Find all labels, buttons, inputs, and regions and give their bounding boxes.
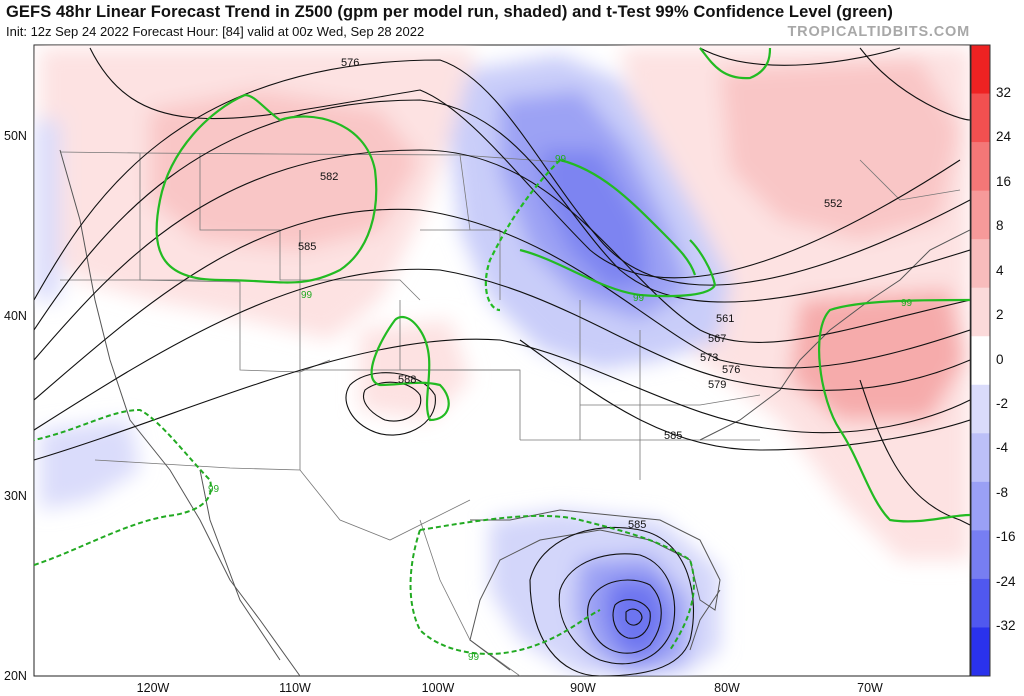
lon-label: 100W [421,681,455,695]
contour-label: 582 [320,171,338,183]
colorbar-segment [971,627,990,677]
colorbar-segment [971,336,990,386]
contour-label: 588 [398,374,416,386]
colorbar-label: -8 [996,484,1009,500]
confidence-label: 99 [633,293,645,304]
coastlines [59,149,970,676]
confidence-label: 99 [208,484,220,495]
chart-title: GEFS 48hr Linear Forecast Trend in Z500 … [6,3,893,21]
lat-label: 50N [4,129,27,143]
colorbar-segment [971,190,990,240]
lat-label: 30N [4,489,27,503]
contour-label: 552 [824,198,842,210]
confidence-labels: 99 99 99 99 99 99 [208,154,913,663]
colorbar-segment [971,530,990,580]
contour-label: 561 [716,313,734,325]
confidence-label: 99 [555,154,567,165]
colorbar-label: 4 [996,262,1004,278]
political-borders [59,151,961,676]
colorbar-label: 24 [996,129,1012,145]
colorbar-segment [971,287,990,337]
colorbar-label: 32 [996,84,1012,100]
colorbar-segment [971,384,990,434]
chart-subtitle: Init: 12z Sep 24 2022 Forecast Hour: [84… [6,24,425,39]
confidence-contours-dashed [34,408,695,655]
confidence-label: 99 [301,290,313,301]
lat-label: 40N [4,309,27,323]
colorbar-label: 16 [996,173,1012,189]
lon-label: 70W [857,681,883,695]
colorbar-label: -16 [996,529,1016,545]
contour-label: 579 [708,379,726,391]
colorbar [970,44,991,677]
colorbar-label: -32 [996,618,1016,634]
contour-label: 573 [700,352,718,364]
colorbar-frame [970,44,991,677]
colorbar-segment [971,481,990,531]
colorbar-label: 8 [996,218,1004,234]
colorbar-segment [971,142,990,192]
contour-label: 576 [341,57,359,69]
confidence-contours [155,47,970,523]
colorbar-segment [971,45,990,95]
lon-label: 90W [570,681,596,695]
colorbar-segment [971,239,990,289]
lon-label: 110W [279,681,311,695]
contour-labels: 576 582 585 588 552 561 567 573 576 579 … [298,57,842,531]
colorbar-segment [971,578,990,628]
brand-watermark: TROPICALTIDBITS.COM [787,24,970,40]
colorbar-segment [971,433,990,483]
contour-label: 576 [722,364,740,376]
confidence-label: 99 [468,652,480,663]
contour-label: 585 [628,519,646,531]
colorbar-label: 0 [996,351,1004,367]
contour-label: 567 [708,333,726,345]
lon-label: 80W [714,681,740,695]
colorbar-label: 2 [996,307,1004,322]
height-contours [34,47,970,676]
colorbar-label: -2 [996,395,1009,411]
lon-label: 120W [136,681,170,695]
lat-label: 20N [4,669,27,683]
confidence-label: 99 [901,298,913,309]
colorbar-segment [971,93,990,143]
contour-label: 585 [298,241,316,253]
contour-label: 585 [664,430,682,442]
colorbar-label: -4 [996,440,1009,456]
colorbar-label: -24 [996,573,1016,589]
